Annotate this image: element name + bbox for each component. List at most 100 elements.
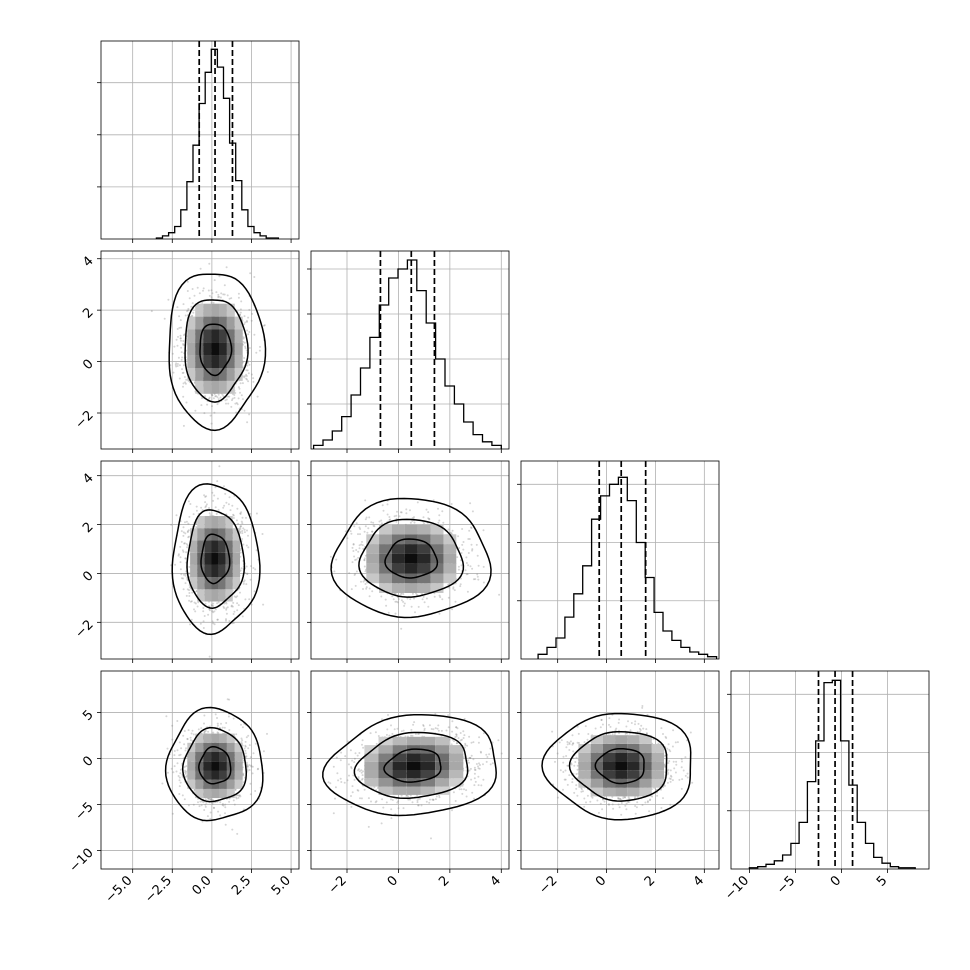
density-cell [366, 553, 380, 564]
sample-point [465, 556, 468, 559]
sample-point [437, 507, 439, 510]
sample-point [350, 588, 353, 591]
sample-point [212, 611, 215, 614]
histogram-step-line [312, 259, 502, 449]
sample-point [208, 605, 210, 608]
sample-point [259, 345, 261, 348]
sample-point [470, 543, 473, 546]
density-cell [190, 577, 198, 590]
sample-point [363, 559, 366, 562]
sample-point [363, 565, 366, 568]
sample-point [462, 541, 465, 543]
sample-point [262, 603, 265, 606]
sample-point [391, 595, 394, 598]
sample-point [213, 411, 216, 414]
sample-point [250, 319, 253, 322]
density-cell [204, 589, 212, 602]
sample-point [176, 365, 179, 367]
sample-point [218, 295, 221, 298]
sample-point [329, 555, 332, 558]
sample-point [195, 590, 198, 593]
density-cell [211, 380, 219, 394]
sample-point [210, 301, 213, 304]
sample-point [371, 590, 374, 593]
sample-point [233, 396, 236, 399]
sample-point [469, 565, 472, 568]
sample-point [228, 620, 231, 622]
sample-point [245, 565, 248, 568]
sample-point [247, 333, 250, 336]
scatter-density-panel [310, 460, 510, 660]
sample-point [182, 344, 185, 347]
panel-content [101, 461, 299, 659]
sample-point [188, 515, 191, 518]
sample-point [465, 562, 468, 564]
density-cell [187, 342, 196, 356]
sample-point [427, 511, 430, 514]
sample-point [380, 595, 383, 598]
sample-point [225, 618, 227, 621]
sample-point [252, 567, 255, 569]
sample-point [226, 294, 229, 297]
density-cell [204, 528, 212, 541]
sample-point [441, 598, 444, 601]
sample-point [187, 522, 190, 525]
density-cell [195, 329, 204, 343]
sample-point [190, 600, 193, 603]
sample-point [470, 526, 472, 529]
sample-point [182, 573, 185, 576]
sample-point [176, 749, 179, 752]
sample-point [208, 397, 211, 400]
sample-point [239, 313, 241, 316]
sample-point [179, 334, 182, 337]
sample-point [239, 526, 242, 529]
sample-point [204, 395, 207, 398]
sample-point [205, 503, 208, 506]
sample-point [232, 514, 235, 517]
sample-point [215, 291, 218, 294]
sample-point [451, 529, 454, 532]
sample-point [222, 395, 225, 398]
sample-point [387, 611, 390, 614]
sample-point [180, 351, 183, 354]
sample-point [365, 587, 368, 590]
sample-point [223, 485, 225, 488]
sample-point [411, 517, 414, 519]
density-cell [219, 329, 227, 343]
sample-point [456, 556, 459, 559]
sample-point [240, 723, 242, 726]
sample-point [247, 765, 249, 768]
sample-point [468, 529, 471, 532]
sample-point [256, 395, 259, 398]
sample-point [266, 371, 269, 373]
sample-point [218, 465, 221, 468]
contour-line [199, 323, 233, 377]
density-cell [187, 316, 196, 330]
sample-point [244, 375, 246, 378]
sample-point [190, 305, 193, 308]
sample-point [225, 402, 227, 405]
panel-frame [310, 460, 510, 660]
sample-point [235, 596, 237, 599]
sample-point [237, 296, 240, 299]
sample-point [174, 363, 177, 366]
sample-point [187, 500, 190, 503]
sample-point [211, 491, 214, 494]
sample-point [422, 595, 425, 598]
density-cell [195, 380, 204, 394]
sample-point [246, 572, 249, 575]
sample-point [362, 580, 365, 583]
density-cell [234, 316, 243, 330]
sample-point [209, 817, 212, 820]
sample-point [244, 321, 247, 324]
sample-point [180, 326, 183, 329]
density-cell [211, 589, 219, 602]
density-cell [225, 540, 233, 553]
density-cell [219, 303, 227, 317]
sample-point [177, 553, 180, 556]
density-cell [417, 553, 431, 564]
sample-point [184, 582, 187, 585]
sample-point [333, 570, 336, 573]
density-cell [366, 544, 380, 554]
sample-point [208, 512, 211, 515]
